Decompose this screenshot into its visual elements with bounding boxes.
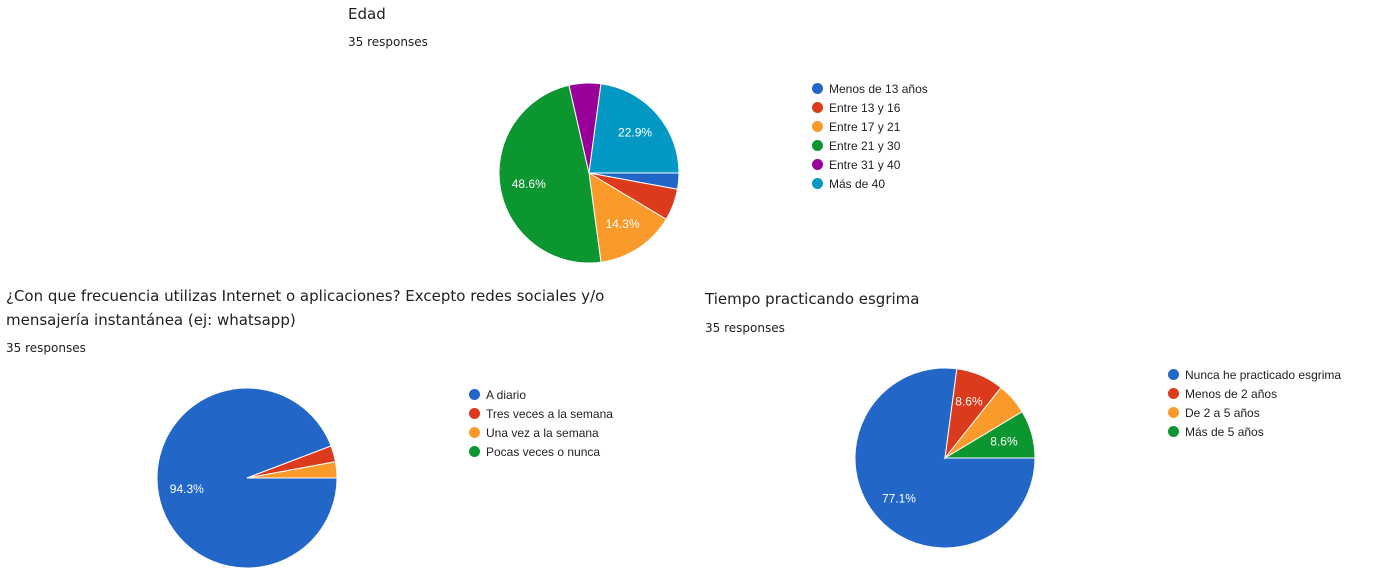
legend-swatch [812,159,823,170]
legend-item-una-vez-a-la-semana: Una vez a la semana [469,423,613,442]
chart-1-title: Edad [348,5,386,23]
legend-label: Pocas veces o nunca [486,444,601,459]
legend-swatch [812,140,823,151]
legend-swatch [812,178,823,189]
legend-item-entre-21-y-30: Entre 21 y 30 [812,136,928,155]
chart-2-pie: 94.3% [156,387,338,569]
legend-item-mas-de-40: Más de 40 [812,174,928,193]
legend-item-pocas-veces-o-nunca: Pocas veces o nunca [469,442,613,461]
legend-item-entre-17-y-21: Entre 17 y 21 [812,117,928,136]
legend-swatch [1168,426,1179,437]
legend-label: Entre 13 y 16 [829,100,901,115]
chart-3-pie: 77.1% 8.6% 8.6% [854,367,1036,549]
legend-label: Menos de 13 años [829,81,928,96]
legend-swatch [469,389,480,400]
chart-1-pie: 14.3% 48.6% 22.9% [498,82,680,264]
chart-3-title: Tiempo practicando esgrima [705,290,920,308]
chart-2-legend: A diario Tres veces a la semana Una vez a … [469,385,613,461]
slice-percent-label: 8.6% [955,395,983,409]
legend-item-mas-de-5-anos: Más de 5 años [1168,422,1341,441]
legend-item-a-diario: A diario [469,385,613,404]
legend-swatch [1168,407,1179,418]
pie-slice-mas-de-5-anos [943,411,1036,459]
pie-slice-entre-17-y-21 [588,172,667,263]
legend-swatch [812,102,823,113]
legend-item-menos-de-13-anos: Menos de 13 años [812,79,928,98]
legend-swatch [469,446,480,457]
legend-label: Menos de 2 años [1185,386,1278,401]
legend-label: Entre 31 y 40 [829,157,901,172]
slice-percent-label: 94.3% [170,482,204,496]
chart-3-responses: 35 responses [705,321,785,335]
legend-swatch [812,83,823,94]
pie-slice-entre-21-y-30 [498,84,602,264]
legend-swatch [1168,388,1179,399]
legend-swatch [812,121,823,132]
legend-item-menos-de-2-anos: Menos de 2 años [1168,384,1341,403]
legend-label: De 2 a 5 años [1185,405,1260,420]
slice-percent-label: 48.6% [512,177,546,191]
chart-1-legend: Menos de 13 años Entre 13 y 16 Entre 17 y … [812,79,928,193]
legend-label: Entre 17 y 21 [829,119,901,134]
legend-item-entre-31-y-40: Entre 31 y 40 [812,155,928,174]
legend-swatch [469,408,480,419]
legend-label: Entre 21 y 30 [829,138,901,153]
slice-percent-label: 22.9% [618,126,652,140]
slice-percent-label: 77.1% [882,491,916,505]
legend-swatch [469,427,480,438]
legend-item-entre-13-y-16: Entre 13 y 16 [812,98,928,117]
legend-label: Más de 40 [829,176,886,191]
legend-label: Tres veces a la semana [486,406,613,421]
legend-item-nunca-he-practicado-esgrima: Nunca he practicado esgrima [1168,365,1341,384]
chart-1-responses: 35 responses [348,35,428,49]
pie-slice-mas-de-40 [588,83,680,174]
legend-swatch [1168,369,1179,380]
slice-percent-label: 14.3% [606,217,640,231]
legend-label: Nunca he practicado esgrima [1185,367,1342,382]
legend-label: Una vez a la semana [486,425,599,440]
legend-item-tres-veces-a-la-semana: Tres veces a la semana [469,404,613,423]
chart-2-responses: 35 responses [6,341,86,355]
slice-percent-label: 8.6% [990,435,1018,449]
legend-label: A diario [486,387,527,402]
chart-2-title: ¿Con que frecuencia utilizas Internet o … [6,287,605,329]
chart-3-legend: Nunca he practicado esgrima Menos de 2 añ… [1168,365,1341,441]
legend-item-de-2-a-5-anos: De 2 a 5 años [1168,403,1341,422]
legend-label: Más de 5 años [1185,424,1264,439]
pie-slice-una-vez-a-la-semana [246,461,338,479]
